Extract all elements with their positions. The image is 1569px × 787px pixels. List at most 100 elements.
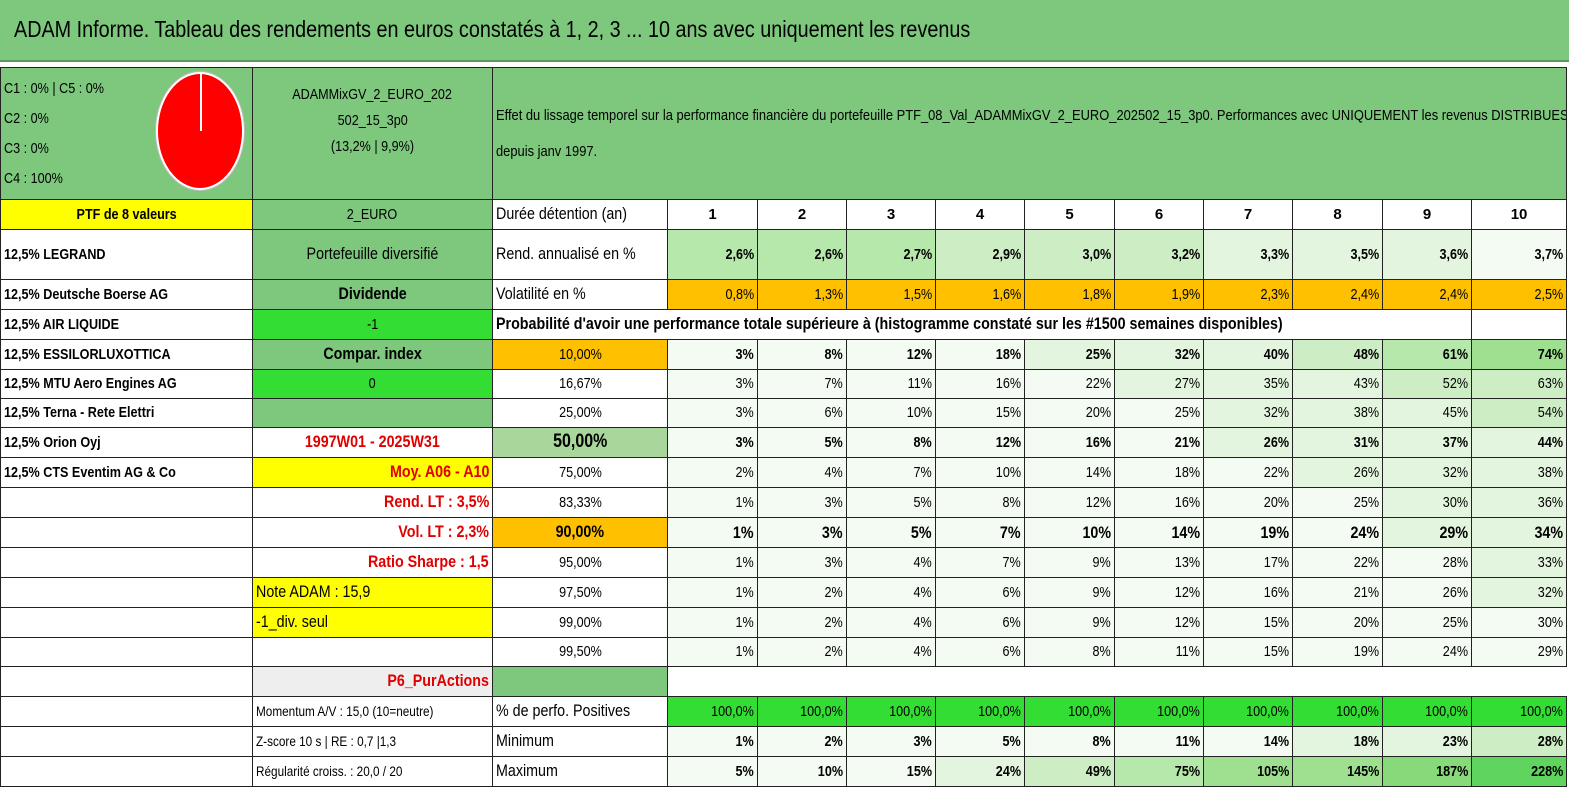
legend-c3: C3 : 0% xyxy=(4,140,49,157)
quantile-cell: 20% xyxy=(1203,487,1293,518)
positive-cell: 100,0% xyxy=(846,696,936,727)
rend-cell: 3,5% xyxy=(1292,229,1383,280)
allocation-pie-chart xyxy=(156,72,244,190)
quantile-cell: 3% xyxy=(757,487,847,518)
quantile-cell: 63% xyxy=(1470,369,1568,399)
quantile-cell: 2% xyxy=(757,637,847,667)
min-cell: 8% xyxy=(1024,726,1115,757)
quantile-cell: 38% xyxy=(1470,457,1568,488)
holding-row: 12,5% MTU Aero Engines AG xyxy=(0,369,253,399)
vol-cell: 2,3% xyxy=(1203,279,1293,310)
positive-cell: 100,0% xyxy=(1470,696,1568,727)
rend-cell: 2,6% xyxy=(667,229,758,280)
quantile-cell: 5% xyxy=(846,487,936,518)
quantile-cell: 6% xyxy=(935,637,1025,667)
quantile-cell: 14% xyxy=(1114,517,1204,548)
quantile-cell: 7% xyxy=(846,457,936,488)
legend-c4: C4 : 100% xyxy=(4,170,63,187)
quantile-cell: 6% xyxy=(935,607,1025,638)
quantile-cell: 14% xyxy=(1024,457,1115,488)
quantile-cell: 28% xyxy=(1382,547,1472,578)
rend-cell: 3,7% xyxy=(1470,229,1568,280)
quantile-cell: 3% xyxy=(667,427,758,458)
quantile-cell: 17% xyxy=(1203,547,1293,578)
quantile-cell: 7% xyxy=(935,517,1025,548)
quantile-cell: 21% xyxy=(1114,427,1204,458)
max-cell: 105% xyxy=(1203,756,1293,787)
div-seul-label: -1_div. seul xyxy=(252,607,493,638)
year-header: 6 xyxy=(1114,199,1204,230)
quantile-cell: 7% xyxy=(757,369,847,399)
positive-cell: 100,0% xyxy=(935,696,1025,727)
quantile-cell: 16% xyxy=(1203,577,1293,608)
quantile-label: 10,00% xyxy=(492,339,668,370)
year-header: 3 xyxy=(846,199,936,230)
holding-row: 12,5% ESSILORLUXOTTICA xyxy=(0,339,253,370)
quantile-cell: 24% xyxy=(1292,517,1383,548)
positive-cell: 100,0% xyxy=(1203,696,1293,727)
quantile-cell: 16% xyxy=(1024,427,1115,458)
quantile-cell: 8% xyxy=(846,427,936,458)
quantile-cell: 32% xyxy=(1470,577,1568,608)
rend-cell: 2,9% xyxy=(935,229,1025,280)
quantile-cell: 15% xyxy=(1203,637,1293,667)
quantile-cell: 12% xyxy=(1024,487,1115,518)
quantile-cell: 1% xyxy=(667,547,758,578)
rend-lt-label: Rend. LT : 3,5% xyxy=(252,487,493,518)
quantile-cell: 3% xyxy=(667,369,758,399)
year-header: 9 xyxy=(1382,199,1472,230)
positive-cell: 100,0% xyxy=(667,696,758,727)
vol-lt-label: Vol. LT : 2,3% xyxy=(252,517,493,548)
quantile-cell: 6% xyxy=(935,577,1025,608)
vol-cell: 1,3% xyxy=(757,279,847,310)
holding-row: 12,5% CTS Eventim AG & Co xyxy=(0,457,253,488)
quantile-cell: 10% xyxy=(1024,517,1115,548)
returns-table: C1 : 0% | C5 : 0% C2 : 0% C3 : 0% C4 : 1… xyxy=(0,67,1568,787)
rend-cell: 3,3% xyxy=(1203,229,1293,280)
legend-c2: C2 : 0% xyxy=(4,110,49,127)
empty-green-cell xyxy=(492,666,668,697)
year-header: 10 xyxy=(1470,199,1568,230)
rend-label: Rend. annualisé en % xyxy=(492,229,668,280)
quantile-cell: 30% xyxy=(1382,487,1472,518)
rend-cell: 2,6% xyxy=(757,229,847,280)
quantile-cell: 32% xyxy=(1114,339,1204,370)
quantile-cell: 15% xyxy=(1203,607,1293,638)
quantile-cell: 20% xyxy=(1292,607,1383,638)
quantile-cell: 27% xyxy=(1114,369,1204,399)
vol-cell: 1,8% xyxy=(1024,279,1115,310)
min-cell: 1% xyxy=(667,726,758,757)
portfolio-description: Effet du lissage temporel sur la perform… xyxy=(496,106,1567,160)
pie-slice-divider xyxy=(200,74,202,131)
positive-cell: 100,0% xyxy=(1382,696,1472,727)
empty-side-cell xyxy=(252,637,493,667)
positive-label: % de perfo. Positives xyxy=(492,696,668,727)
quantile-label: 95,00% xyxy=(492,547,668,578)
quantile-cell: 19% xyxy=(1203,517,1293,548)
quantile-cell: 16% xyxy=(935,369,1025,399)
empty-side-cell xyxy=(252,398,493,428)
max-label: Maximum xyxy=(492,756,668,787)
empty-holding xyxy=(0,637,253,667)
quantile-cell: 30% xyxy=(1470,607,1568,638)
max-cell: 75% xyxy=(1114,756,1204,787)
quantile-cell: 61% xyxy=(1382,339,1472,370)
quantile-cell: 12% xyxy=(1114,577,1204,608)
quantile-label: 83,33% xyxy=(492,487,668,518)
quantile-cell: 8% xyxy=(935,487,1025,518)
quantile-cell: 3% xyxy=(667,398,758,428)
min-cell: 14% xyxy=(1203,726,1293,757)
rend-cell: 3,2% xyxy=(1114,229,1204,280)
quantile-cell: 25% xyxy=(1024,339,1115,370)
quantile-cell: 4% xyxy=(846,607,936,638)
compar-index-label: Compar. index xyxy=(252,339,493,370)
quantile-cell: 22% xyxy=(1024,369,1115,399)
holding-row: 12,5% AIR LIQUIDE xyxy=(0,309,253,340)
dividend-value: -1 xyxy=(252,309,493,340)
note-adam-label: Note ADAM : 15,9 xyxy=(252,577,493,608)
quantile-cell: 2% xyxy=(757,607,847,638)
year-header: 5 xyxy=(1024,199,1115,230)
quantile-label: 25,00% xyxy=(492,398,668,428)
quantile-cell: 19% xyxy=(1292,637,1383,667)
quantile-cell: 9% xyxy=(1024,607,1115,638)
